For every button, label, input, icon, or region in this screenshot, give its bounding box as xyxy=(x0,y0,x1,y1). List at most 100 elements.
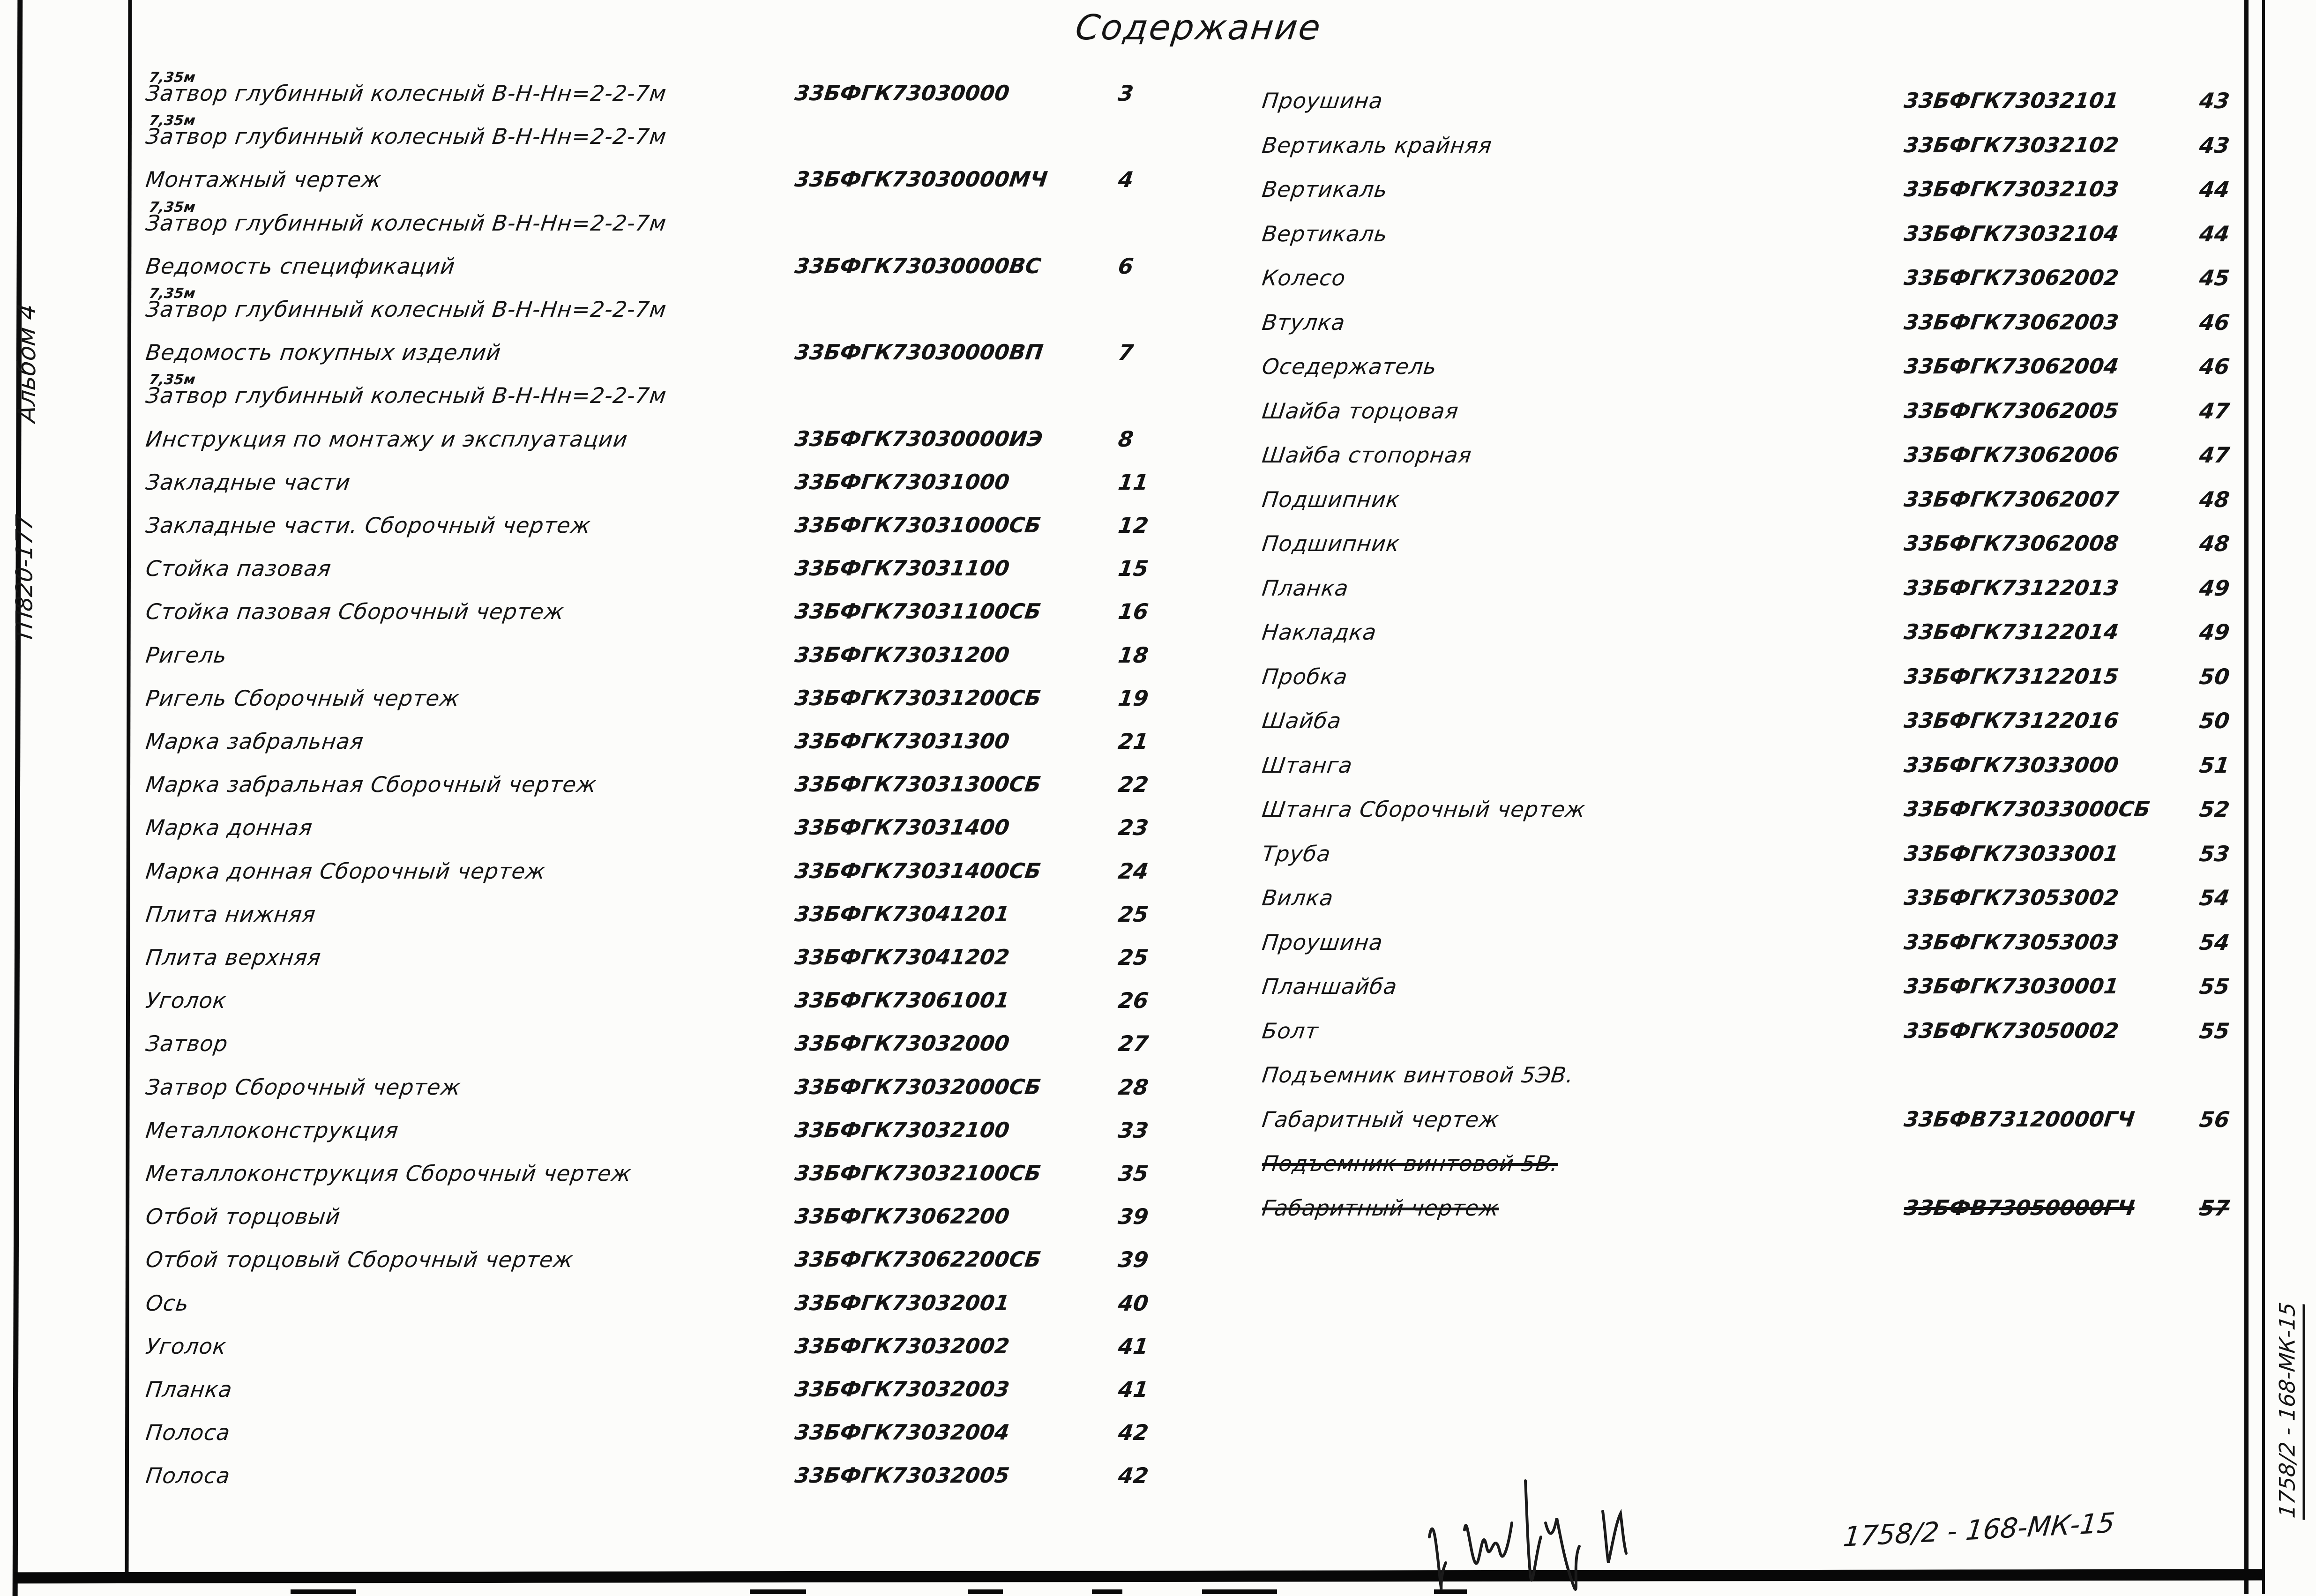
entry-number: 33БФВ73120000ГЧ xyxy=(1903,1107,2136,1132)
entry-page: 18 xyxy=(1117,642,1150,668)
entry-title: Затвор глубинный колесный В-Н-Нн=2-2-7м xyxy=(144,383,668,408)
entry-number: 33БФГК73031100 xyxy=(793,556,1011,581)
entry-page: 55 xyxy=(2198,974,2231,999)
entry-page: 25 xyxy=(1117,945,1150,970)
frame-right-inner-line xyxy=(2244,0,2249,1594)
entry-page: 39 xyxy=(1117,1247,1150,1272)
entry-page: 44 xyxy=(2198,177,2231,202)
entry-title: Уголок xyxy=(144,1334,228,1359)
entry-title: Шайба стопорная xyxy=(1261,442,1473,468)
entry-number: 33БФГК73032101 xyxy=(1903,88,2121,113)
entry-number: 33БФГК73062008 xyxy=(1903,531,2121,556)
entry-title: Марка забральная Сборочный чертеж xyxy=(144,772,598,797)
entry-title: Штанга xyxy=(1261,753,1354,778)
toc-row: Затвор глубинный колесный В-Н-Нн=2-2-7м 7… xyxy=(144,285,668,340)
scan-artifact xyxy=(1202,1589,1277,1594)
entry-title: Затвор глубинный колесный В-Н-Нн=2-2-7м xyxy=(144,210,668,236)
frame-bottom-line xyxy=(14,1569,2264,1584)
signature-scribble xyxy=(1428,1479,1628,1591)
entry-number: 33БФГК73033001 xyxy=(1903,841,2121,866)
entry-title: Вилка xyxy=(1261,885,1335,910)
entry-title: Уголок xyxy=(144,988,228,1013)
scan-artifact xyxy=(968,1589,1003,1594)
entry-number: 33БФГК73032102 xyxy=(1903,133,2121,157)
height-superscript: 7,35м xyxy=(148,69,196,86)
entry-page: 35 xyxy=(1117,1161,1150,1186)
entry-page: 42 xyxy=(1117,1463,1150,1488)
entry-number: 33БФГК73031300СБ xyxy=(793,772,1043,797)
entry-number: 33БФГК73053003 xyxy=(1903,930,2121,955)
entry-number: 33БФГК73062006 xyxy=(1903,442,2121,467)
entry-page: 54 xyxy=(2198,885,2231,910)
entry-number: 33БФГК73032103 xyxy=(1903,177,2121,201)
entry-title: Оседержатель xyxy=(1261,354,1438,379)
entry-page: 51 xyxy=(2198,753,2231,778)
entry-title: Проушина xyxy=(1261,88,1385,113)
entry-page: 33 xyxy=(1117,1118,1150,1143)
margin-project-code: ТП820-177 xyxy=(11,513,38,644)
entry-title: Шайба xyxy=(1261,708,1343,733)
entry-page: 21 xyxy=(1117,729,1150,754)
entry-page: 46 xyxy=(2198,310,2231,335)
entry-page: 52 xyxy=(2198,797,2231,822)
entry-number: 33БФГК73032100СБ xyxy=(793,1161,1043,1186)
entry-title: Монтажный чертеж xyxy=(144,167,383,192)
entry-page: 16 xyxy=(1117,599,1150,624)
entry-title: Подшипник xyxy=(1261,487,1401,512)
entry-title: Затвор xyxy=(144,1031,230,1056)
entry-number: 33БФГК73062003 xyxy=(1903,310,2121,335)
entry-number: 33БФГК73041202 xyxy=(793,945,1011,970)
entry-title: Подъемник винтовой 5В. xyxy=(1261,1151,1560,1176)
height-superscript: 7,35м xyxy=(148,285,196,302)
height-superscript: 7,35м xyxy=(148,372,196,388)
entry-title: Затвор глубинный колесный В-Н-Нн=2-2-7м xyxy=(144,124,668,149)
entry-title: Болт xyxy=(1261,1018,1320,1044)
entry-title: Марка донная Сборочный чертеж xyxy=(144,858,547,884)
entry-page: 53 xyxy=(2198,841,2231,866)
frame-right-outer-line xyxy=(2262,0,2265,1594)
entry-title: Пробка xyxy=(1261,664,1349,689)
entry-title: Отбой торцовый xyxy=(144,1204,342,1229)
entry-title: Марка забральная xyxy=(144,729,366,754)
entry-title: Габаритный чертеж xyxy=(1261,1107,1501,1132)
entry-number: 33БФГК73030000 xyxy=(793,81,1011,105)
entry-number: 33БФГК73041201 xyxy=(793,902,1011,926)
frame-left-line xyxy=(125,0,132,1579)
entry-number: 33БФГК73031200СБ xyxy=(793,686,1043,710)
entry-number: 33БФГК73030000ВС xyxy=(793,254,1043,278)
entry-title: Штанга Сборочный чертеж xyxy=(1261,797,1587,822)
footer-handwritten-code: 1758/2 - 168-МК-15 xyxy=(1842,1507,2116,1553)
entry-title: Втулка xyxy=(1261,310,1347,335)
entry-number: 33БФГК73030000ВП xyxy=(793,340,1045,365)
entry-number: 33БФГК73032004 xyxy=(793,1420,1011,1445)
entry-number: 33БФГК73050002 xyxy=(1903,1018,2121,1043)
entry-page: 42 xyxy=(1117,1420,1150,1445)
entry-page: 8 xyxy=(1117,426,1135,452)
entry-page: 49 xyxy=(2198,575,2231,601)
entry-page: 41 xyxy=(1117,1334,1150,1359)
entry-page: 49 xyxy=(2198,619,2231,645)
toc-row: Затвор глубинный колесный В-Н-Нн=2-2-7м 7… xyxy=(144,112,668,167)
entry-number: 33БФГК73062005 xyxy=(1903,398,2121,423)
entry-title: Шайба торцовая xyxy=(1261,398,1460,424)
entry-number: 33БФГК73030000МЧ xyxy=(793,167,1049,192)
entry-page: 7 xyxy=(1117,340,1135,365)
entry-title: Затвор глубинный колесный В-Н-Нн=2-2-7м xyxy=(144,297,668,322)
entry-number: 33БФГК73032001 xyxy=(793,1290,1011,1315)
entry-page: 57 xyxy=(2198,1195,2231,1221)
entry-title: Металлоконструкция Сборочный чертеж xyxy=(144,1161,633,1186)
entry-title: Плита нижняя xyxy=(144,902,317,927)
toc-row: Затвор глубинный колесный В-Н-Нн=2-2-7м 7… xyxy=(144,372,668,426)
page-title: Содержание xyxy=(1073,7,1324,48)
entry-page: 23 xyxy=(1117,815,1150,840)
entry-page: 41 xyxy=(1117,1377,1150,1402)
entry-page: 12 xyxy=(1117,513,1150,538)
entry-title: Полоса xyxy=(144,1420,232,1445)
entry-page: 48 xyxy=(2198,531,2231,556)
entry-number: 33БФГК73032005 xyxy=(793,1463,1011,1488)
entry-title: Затвор Сборочный чертеж xyxy=(144,1074,463,1100)
entry-title: Труба xyxy=(1261,841,1332,866)
entry-title: Вертикаль xyxy=(1261,177,1389,202)
entry-number: 33БФГК73031300 xyxy=(793,729,1011,753)
